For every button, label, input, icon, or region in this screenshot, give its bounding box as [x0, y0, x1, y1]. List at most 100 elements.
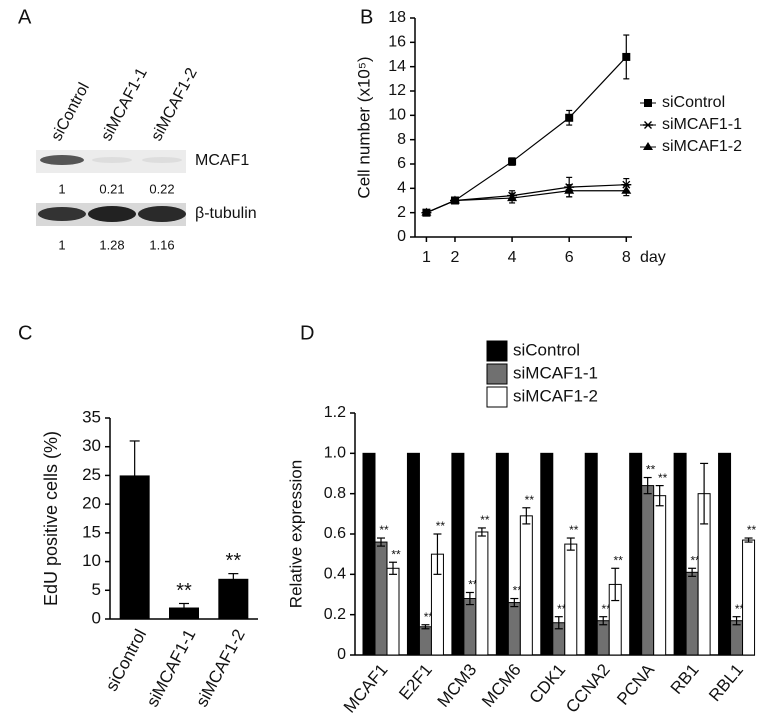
legend-swatch: [486, 386, 508, 408]
error-bar: [228, 573, 239, 585]
x-tick-label: 6: [565, 249, 574, 266]
y-tick-label: 18: [388, 9, 406, 26]
significance-label: **: [690, 553, 700, 567]
y-tick-label: 0.8: [324, 485, 346, 502]
x-axis-label: day: [640, 249, 666, 266]
bar: [495, 452, 509, 656]
y-tick-label: 1.0: [324, 445, 346, 462]
panel-label: A: [18, 6, 32, 28]
marker: [621, 185, 632, 194]
blot-band: [38, 207, 86, 221]
y-tick-label: 35: [82, 407, 101, 426]
y-tick-label: 0.4: [324, 566, 346, 583]
significance-label: **: [391, 547, 401, 561]
quant-label: 0.22: [149, 181, 174, 196]
error-bar: [179, 602, 189, 613]
significance-label: **: [602, 602, 612, 616]
significance-label: **: [747, 523, 757, 537]
y-tick-label: 0.2: [324, 606, 346, 623]
bar: [507, 602, 521, 656]
marker: [564, 185, 575, 194]
error-bar: [655, 485, 664, 507]
blot-band: [40, 155, 84, 165]
significance-label: **: [569, 523, 579, 537]
y-tick-label: 25: [82, 465, 101, 484]
significance-label: **: [424, 610, 434, 624]
significance-label: **: [379, 523, 389, 537]
y-axis-label: Relative expression: [286, 460, 305, 608]
y-tick-label: 8: [397, 131, 406, 148]
y-tick-label: 16: [388, 34, 406, 51]
x-tick-label: 8: [622, 249, 631, 266]
bar: [584, 452, 598, 656]
quant-label: 0.21: [99, 181, 124, 196]
x-tick-label: 4: [508, 249, 517, 266]
legend-swatch: [486, 340, 508, 362]
error-bar: [421, 624, 430, 630]
legend-label: siMCAF1-1: [513, 363, 598, 382]
significance-label: **: [468, 578, 478, 592]
blot-band: [138, 206, 186, 222]
marker: [644, 99, 652, 107]
legend-swatch: [486, 363, 508, 385]
bar: [540, 452, 554, 656]
error-bar: [433, 533, 442, 575]
bar: [718, 452, 732, 656]
bar: [685, 571, 699, 656]
error-bar: [377, 537, 385, 547]
error-bar: [688, 567, 697, 577]
significance-label: **: [658, 471, 668, 485]
error-bar: [477, 527, 486, 537]
y-tick-label: 0: [92, 608, 101, 627]
marker: [621, 180, 632, 189]
blot-band: [88, 206, 136, 222]
significance-label: **: [557, 602, 567, 616]
error-bar: [465, 591, 474, 606]
significance-label: **: [525, 493, 535, 507]
bar: [475, 531, 489, 656]
bar: [564, 543, 578, 656]
legend-label: siControl: [662, 94, 725, 111]
bar: [641, 485, 655, 656]
marker: [508, 157, 517, 166]
error-bar: [510, 597, 519, 608]
y-tick-label: 2: [397, 204, 406, 221]
bar: [629, 452, 643, 656]
y-axis-label: Cell number (x10⁵): [354, 56, 373, 198]
bar: [169, 607, 199, 619]
blot-band: [142, 157, 182, 163]
legend-label: siMCAF1-2: [513, 386, 598, 405]
bar: [418, 626, 432, 656]
bar: [742, 539, 756, 656]
y-tick-label: 4: [397, 180, 406, 197]
y-tick-label: 14: [388, 58, 406, 75]
error-bar: [522, 507, 531, 525]
y-tick-label: 12: [388, 82, 406, 99]
bar: [596, 620, 610, 656]
error-bar: [129, 440, 140, 511]
y-tick-label: 0: [337, 646, 346, 663]
error-bar: [643, 476, 652, 495]
bar: [673, 452, 687, 656]
y-axis-label: EdU positive cells (%): [41, 431, 61, 606]
marker: [507, 193, 518, 202]
y-tick-label: 0.6: [324, 525, 346, 542]
error-bar: [611, 567, 620, 602]
quant-label: 1.28: [99, 237, 124, 252]
bar: [374, 541, 388, 656]
y-tick-label: 10: [82, 551, 101, 570]
bar: [463, 598, 477, 656]
marker: [643, 121, 653, 129]
error-bar: [566, 537, 575, 551]
marker: [421, 207, 432, 216]
quant-label: 1.16: [149, 237, 174, 252]
error-bar: [744, 537, 753, 543]
error-bar: [554, 616, 563, 630]
quant-label: 1: [58, 181, 65, 196]
blot: [36, 150, 186, 226]
bar: [653, 495, 667, 656]
marker: [565, 113, 574, 122]
panel-label: C: [18, 322, 32, 344]
bar: [519, 515, 533, 656]
y-tick-label: 1.2: [324, 404, 346, 421]
